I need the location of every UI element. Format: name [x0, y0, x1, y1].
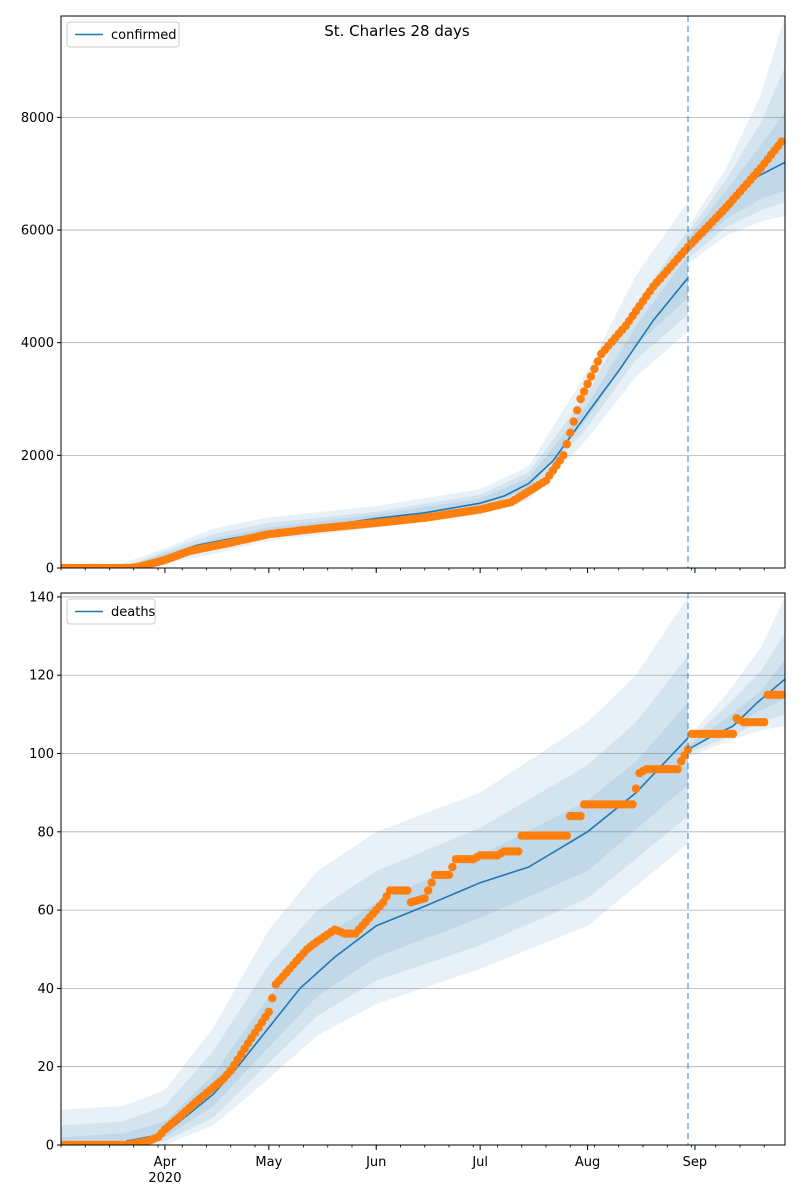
data-point — [566, 428, 575, 437]
uncertainty-band-3 — [61, 702, 688, 1145]
y-tick-label: 140 — [29, 590, 54, 605]
y-tick-label: 80 — [37, 825, 54, 840]
panel-1: 0 2000 4000 6000 8000 confirmed — [21, 15, 786, 577]
data-point — [586, 372, 596, 381]
data-point — [673, 765, 682, 774]
y-tick-label: 4000 — [21, 336, 54, 351]
data-point — [583, 379, 592, 389]
data-point — [424, 886, 433, 895]
data-point — [628, 800, 637, 809]
data-point — [573, 406, 582, 415]
plot-area — [61, 16, 785, 568]
y-tick-label: 0 — [46, 1139, 54, 1154]
axes-frame — [60, 15, 786, 569]
legend-label: confirmed — [111, 28, 177, 43]
data-point — [562, 439, 571, 449]
data-point — [777, 690, 785, 699]
forecast-band-1 — [688, 16, 785, 264]
data-point — [631, 784, 641, 793]
data-point — [590, 364, 599, 374]
y-tick-label: 120 — [29, 669, 54, 684]
x-tick-label: Jun — [365, 1155, 386, 1170]
y-tick-label: 20 — [37, 1060, 54, 1075]
legend: confirmed — [66, 21, 180, 48]
uncertainty-band-2 — [61, 230, 688, 568]
y-tick-label: 8000 — [21, 111, 54, 126]
x-tick-label: Aug — [575, 1155, 600, 1170]
data-point — [576, 394, 585, 404]
data-point — [427, 878, 436, 887]
data-point — [444, 870, 454, 880]
forecast-band-1 — [688, 596, 785, 758]
data-point — [683, 745, 693, 754]
chart-title: St. Charles 28 days — [324, 22, 470, 40]
legend-box — [66, 598, 156, 625]
uncertainty-band-1 — [61, 596, 688, 1145]
forecast-band-2 — [688, 632, 785, 754]
data-point — [514, 847, 523, 856]
data-point — [576, 811, 585, 821]
x-tick-label: May — [255, 1155, 282, 1170]
data-point — [760, 718, 769, 727]
data-point — [268, 994, 277, 1003]
uncertainty-band-1 — [61, 201, 688, 568]
data-point — [728, 729, 738, 739]
x-tick-label: Apr — [154, 1155, 177, 1170]
data-point — [264, 1007, 273, 1017]
y-tick-label: 100 — [29, 747, 54, 762]
data-point — [777, 137, 785, 146]
y-tick-label: 40 — [37, 982, 54, 997]
y-tick-label: 60 — [37, 904, 54, 919]
x-tick-label: Jul — [471, 1155, 488, 1170]
y-tick-label: 0 — [46, 562, 54, 577]
legend-label: deaths — [111, 605, 156, 620]
x-tick-label: Sep — [683, 1155, 708, 1170]
legend: deaths — [66, 598, 156, 625]
data-point — [403, 886, 412, 895]
y-tick-label: 2000 — [21, 449, 54, 464]
y-tick-label: 6000 — [21, 224, 54, 239]
data-point — [562, 831, 571, 840]
data-point — [420, 894, 429, 903]
plot-area — [61, 596, 785, 1145]
data-point — [559, 451, 568, 460]
legend-box — [66, 21, 180, 48]
forecast-band-3 — [688, 659, 785, 750]
data-point — [579, 387, 589, 396]
data-point — [448, 862, 457, 872]
data-point — [569, 417, 578, 426]
uncertainty-band-2 — [61, 655, 688, 1145]
forecast-band-2 — [688, 66, 785, 259]
data-point — [593, 357, 603, 366]
axes-frame — [60, 592, 786, 1146]
x-tick-sublabel: 2020 — [148, 1171, 181, 1186]
